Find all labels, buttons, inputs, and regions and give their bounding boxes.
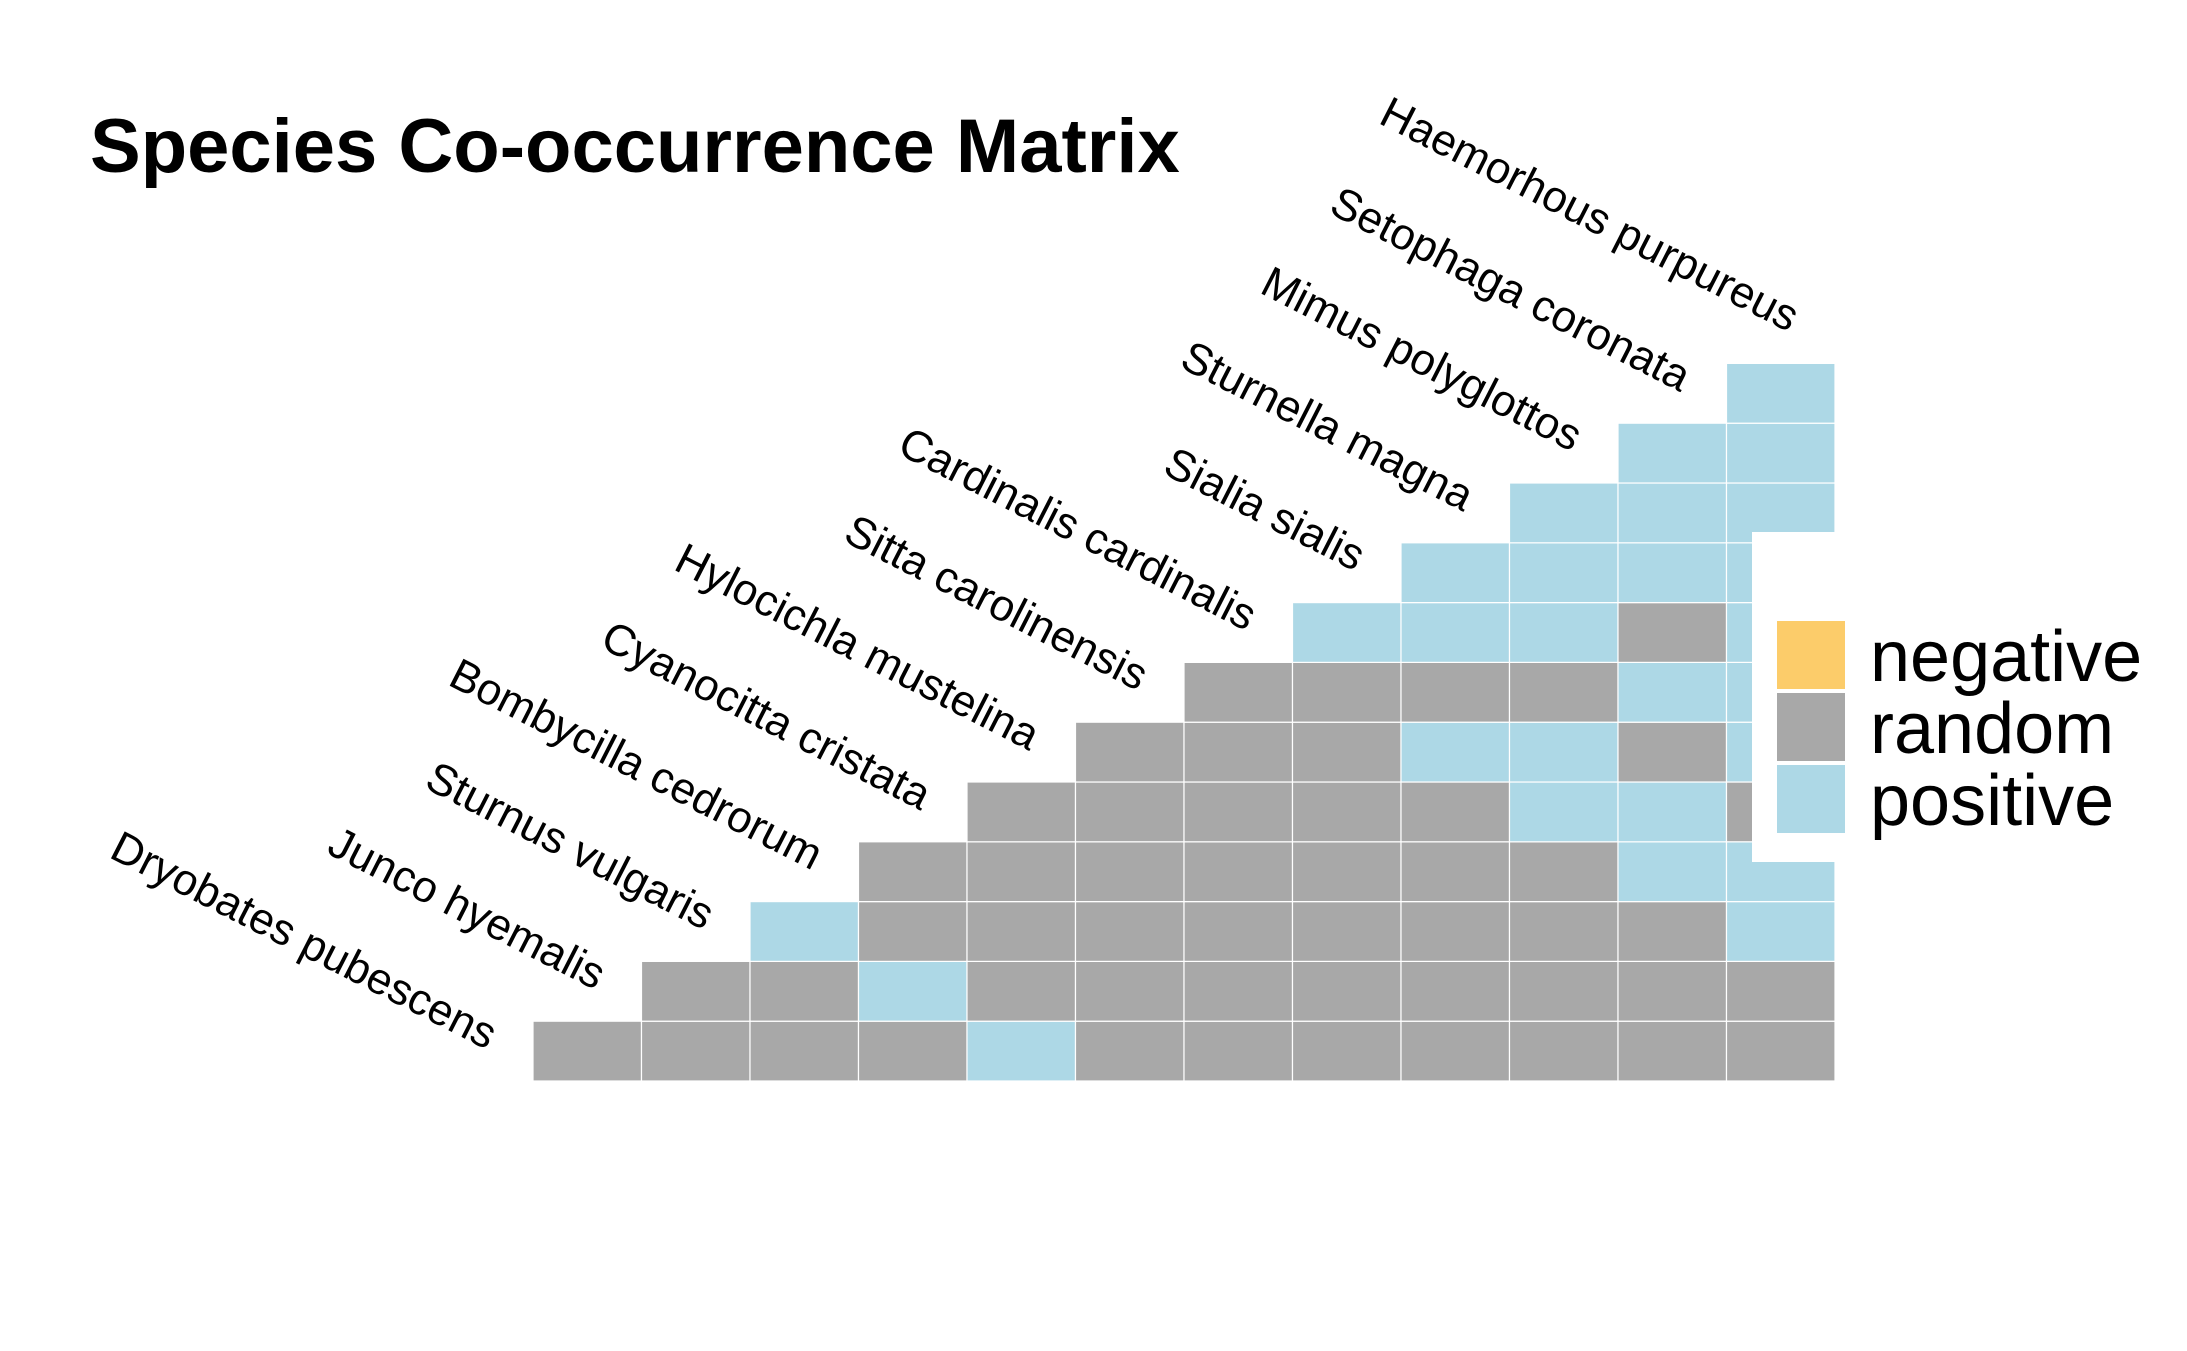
matrix-cell-random — [1291, 960, 1402, 1022]
matrix-cell-random — [1074, 841, 1185, 903]
matrix-cell-random — [640, 960, 751, 1022]
chart-title: Species Co-occurrence Matrix — [90, 104, 1180, 189]
legend-swatch-negative — [1775, 619, 1847, 691]
matrix-cell-random — [966, 781, 1077, 843]
matrix-cell-positive — [1400, 542, 1511, 604]
matrix-cell-positive — [966, 1020, 1077, 1082]
matrix-cell-positive — [1508, 721, 1619, 783]
matrix-cell-random — [1508, 841, 1619, 903]
matrix-cell-random — [1400, 781, 1511, 843]
matrix-cell-random — [1508, 900, 1619, 962]
matrix-cell-random — [1291, 661, 1402, 723]
matrix-cell-random — [1508, 960, 1619, 1022]
matrix-cell-random — [1291, 721, 1402, 783]
matrix-cell-random — [1183, 841, 1294, 903]
matrix-cell-positive — [1400, 721, 1511, 783]
matrix-cell-random — [1074, 960, 1185, 1022]
matrix-cell-positive — [1725, 362, 1836, 424]
matrix-cell-random — [1291, 841, 1402, 903]
matrix-cell-positive — [1725, 422, 1836, 484]
matrix-cell-random — [1617, 1020, 1728, 1082]
matrix-cell-random — [1617, 960, 1728, 1022]
matrix-cell-random — [1508, 661, 1619, 723]
legend: negative random positive — [1752, 532, 2187, 862]
matrix-cell-random — [1291, 1020, 1402, 1082]
matrix-cell-random — [1291, 781, 1402, 843]
matrix-cell-random — [857, 900, 968, 962]
matrix-cell-random — [1617, 900, 1728, 962]
matrix-cell-positive — [1617, 781, 1728, 843]
matrix-cell-random — [857, 841, 968, 903]
matrix-cell-positive — [1617, 422, 1728, 484]
species-label: Bombycilla cedrorum — [442, 649, 830, 879]
matrix-cell-positive — [1617, 542, 1728, 604]
matrix-cell-positive — [1617, 482, 1728, 544]
matrix-cell-random — [532, 1020, 643, 1082]
matrix-cell-random — [857, 1020, 968, 1082]
matrix-cell-random — [1400, 661, 1511, 723]
species-label: Dryobates pubescens — [103, 822, 504, 1059]
matrix-cell-random — [1183, 721, 1294, 783]
legend-label-positive: positive — [1870, 761, 2114, 841]
matrix-cell-positive — [1508, 781, 1619, 843]
matrix-cell-positive — [1617, 841, 1728, 903]
matrix-cell-positive — [1291, 601, 1402, 663]
matrix-cell-random — [1074, 1020, 1185, 1082]
matrix-cell-random — [966, 900, 1077, 962]
matrix-cell-random — [1183, 900, 1294, 962]
matrix-cell-random — [966, 960, 1077, 1022]
matrix-cell-random — [1074, 781, 1185, 843]
matrix-cell-positive — [1508, 601, 1619, 663]
matrix-cell-random — [1725, 1020, 1836, 1082]
matrix-cell-positive — [1508, 482, 1619, 544]
matrix-cell-random — [1074, 721, 1185, 783]
matrix-cell-random — [966, 841, 1077, 903]
species-label: Hylocichla mustelina — [668, 534, 1048, 760]
legend-swatch-positive — [1775, 763, 1847, 835]
matrix-cell-positive — [1725, 900, 1836, 962]
matrix-cell-positive — [1400, 601, 1511, 663]
matrix-cell-positive — [1508, 542, 1619, 604]
matrix-cell-random — [1617, 601, 1728, 663]
matrix-cell-random — [1183, 960, 1294, 1022]
matrix-cell-random — [1508, 1020, 1619, 1082]
matrix-cell-random — [749, 1020, 860, 1082]
matrix-cell-random — [1400, 841, 1511, 903]
legend-label-negative: negative — [1870, 617, 2142, 697]
legend-label-random: random — [1870, 689, 2114, 769]
matrix-cell-random — [1183, 1020, 1294, 1082]
legend-swatch-random — [1775, 691, 1847, 763]
species-label: Setophaga coronata — [1323, 178, 1699, 402]
matrix-cell-positive — [749, 900, 860, 962]
species-label: Cardinalis cardinalis — [891, 418, 1264, 640]
matrix-cell-positive — [857, 960, 968, 1022]
matrix-cell-random — [1400, 960, 1511, 1022]
matrix-cell-random — [1400, 900, 1511, 962]
matrix-cell-random — [1183, 781, 1294, 843]
matrix-cell-random — [1183, 661, 1294, 723]
matrix-cell-random — [749, 960, 860, 1022]
matrix-cell-random — [1074, 900, 1185, 962]
matrix-cell-random — [1291, 900, 1402, 962]
matrix-cell-random — [1617, 721, 1728, 783]
matrix-cell-random — [1400, 1020, 1511, 1082]
matrix-cell-random — [640, 1020, 751, 1082]
matrix-cell-random — [1725, 960, 1836, 1022]
matrix-cell-positive — [1617, 661, 1728, 723]
